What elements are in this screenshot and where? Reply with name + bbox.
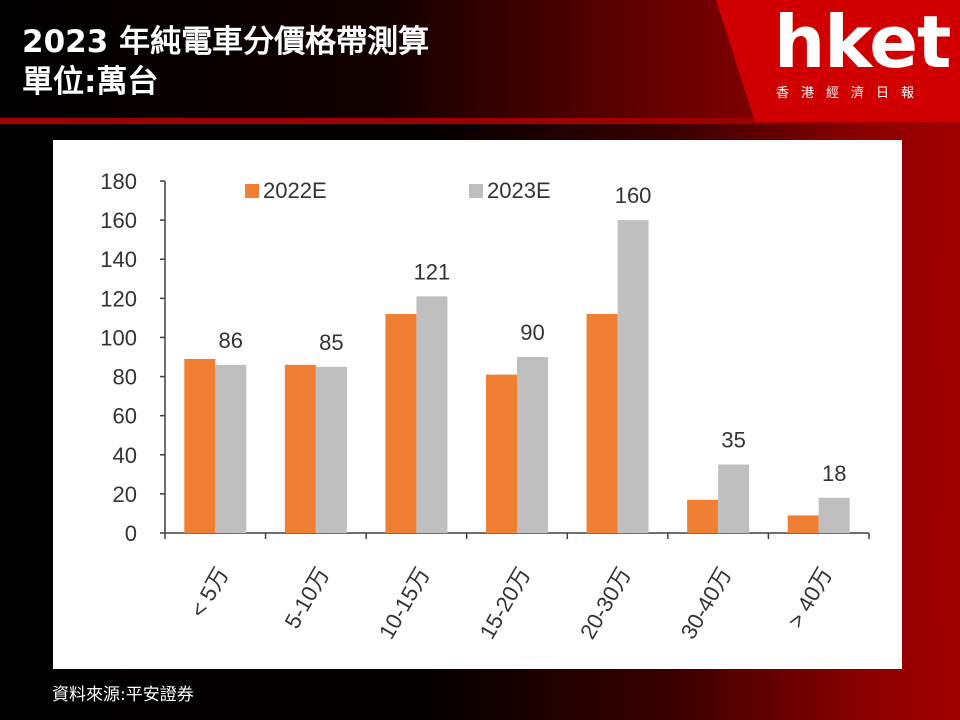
bar-2023e-5	[718, 464, 750, 533]
x-category-label: 10-15万	[374, 563, 435, 643]
legend-swatch-2022e	[245, 184, 259, 198]
bar-2023e-6	[818, 497, 850, 533]
y-tick-label: 160	[100, 208, 137, 233]
data-label: 35	[721, 428, 745, 453]
x-category-label: 15-20万	[475, 563, 536, 643]
bar-2023e-1	[315, 366, 347, 533]
x-category-label: 20-30万	[575, 563, 636, 643]
legend-label-2022e: 2022E	[263, 178, 327, 203]
y-tick-label: 0	[125, 521, 137, 546]
bar-2023e-2	[416, 296, 448, 533]
y-tick-label: 180	[100, 169, 137, 194]
x-category-label: 5-10万	[280, 563, 335, 633]
data-label: 18	[822, 461, 846, 486]
hket-logo-subtitle: 香港經濟日報	[776, 86, 927, 101]
data-label: 85	[319, 330, 343, 355]
page-title: 2023 年純電車分價格帶測算 單位:萬台	[22, 22, 429, 102]
bar-2023e-0	[215, 364, 247, 533]
title-line-2: 單位:萬台	[22, 64, 159, 100]
legend-label-2023e: 2023E	[487, 178, 551, 203]
data-label: 90	[520, 320, 544, 345]
header-divider	[0, 118, 960, 124]
y-tick-label: 140	[100, 247, 137, 272]
bar-2023e-4	[617, 220, 649, 533]
bar-2023e-3	[517, 357, 548, 533]
logo-background	[716, 0, 960, 122]
bar-2022e-3	[486, 374, 517, 533]
x-category-label: < 5万	[185, 563, 233, 622]
bar-2022e-4	[586, 313, 618, 533]
source-note: 資料來源:平安證券	[52, 685, 194, 705]
bar-2022e-6	[787, 515, 819, 533]
bar-2022e-0	[184, 358, 216, 533]
data-label: 160	[615, 183, 652, 208]
data-label: 86	[219, 328, 243, 353]
hket-logo: hket	[774, 0, 951, 84]
legend-swatch-2023e	[469, 184, 483, 198]
chart-panel: 0 20 40 60 80 100 120 140 160 180 86 < 5万 85 5-10万 121…	[53, 140, 902, 669]
y-tick-label: 20	[113, 482, 137, 507]
y-tick-label: 80	[113, 365, 137, 390]
title-line-1: 2023 年純電車分價格帶測算	[22, 24, 430, 60]
y-tick-label: 120	[100, 286, 137, 311]
y-tick-label: 100	[100, 325, 137, 350]
bar-2022e-2	[385, 313, 417, 533]
y-tick-label: 60	[113, 404, 137, 429]
y-tick-label: 40	[113, 443, 137, 468]
bar-2022e-1	[284, 364, 316, 533]
x-category-label: > 40万	[783, 563, 837, 632]
bar-chart: 0 20 40 60 80 100 120 140 160 180 86 < 5万 85 5-10万 121…	[100, 169, 870, 643]
x-category-label: 30-40万	[676, 563, 737, 643]
data-label: 121	[414, 259, 451, 284]
bar-2022e-5	[687, 499, 719, 533]
